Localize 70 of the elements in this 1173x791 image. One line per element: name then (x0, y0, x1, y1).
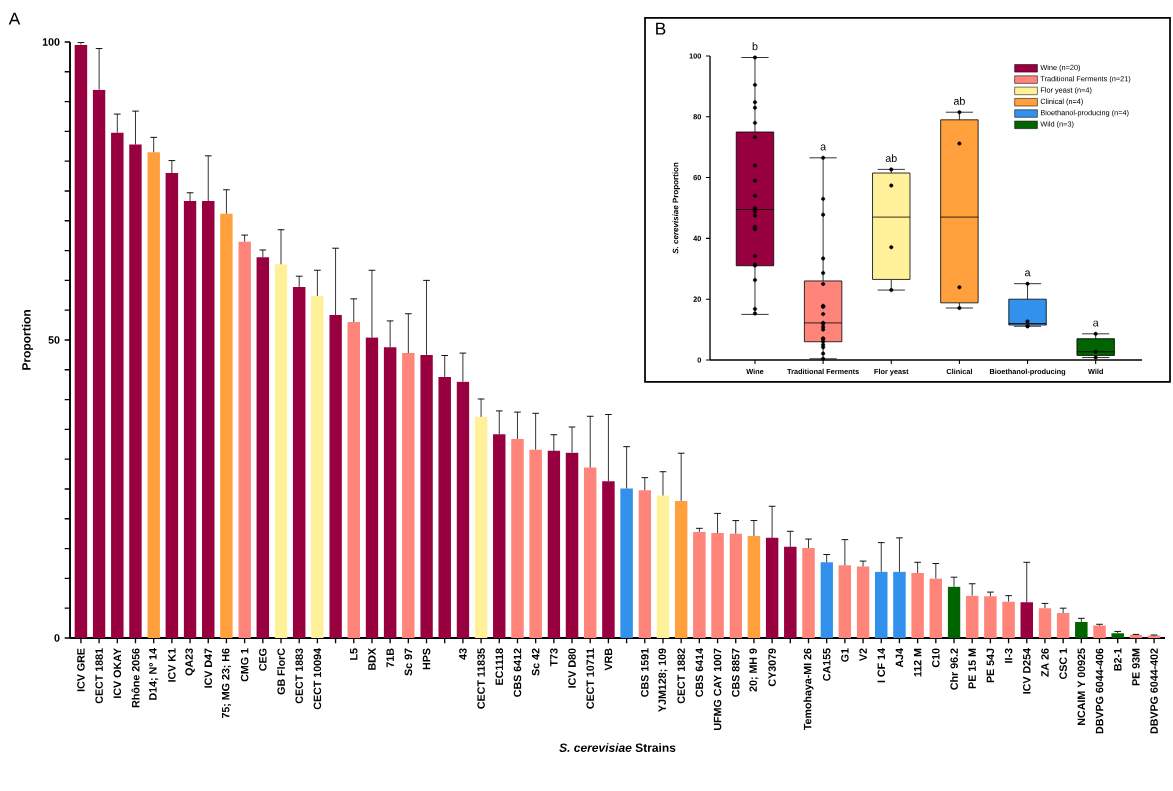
x-tick-label: G1 (841, 648, 849, 662)
y-axis-title: S. cerevisiae Proportion (672, 162, 680, 254)
text: B (656, 22, 666, 35)
x-tick-label: PE 15 M (968, 648, 976, 689)
x-tick-label: CA155 (822, 648, 831, 681)
y-tick-label: 100 (42, 38, 60, 46)
x-tick-label: 112 M (913, 648, 922, 677)
x-tick-label: V2 (859, 648, 867, 662)
text: A (8, 12, 21, 25)
x-tick-label: DBVPG 6044-402 (1150, 648, 1158, 734)
x-tick-label: L5 (350, 648, 358, 660)
x-tick-label: B2-1 (1113, 648, 1122, 671)
x-tick-label: UFMG CAY 1007 (713, 648, 722, 730)
x-tick-label: ICV D254 (1022, 648, 1031, 694)
x-tick-label: CECT 10711 (586, 648, 594, 709)
x-tick-label: CEG (259, 648, 267, 671)
x-tick-label: T73 (550, 648, 558, 667)
x-tick-label: ZA 26 (1041, 648, 1049, 677)
x-axis-title: S. cerevisiae Strains (559, 743, 676, 752)
x-tick-label: DBVPG 6044-406 (1095, 648, 1104, 734)
x-tick-label: CECT 1882 (677, 648, 685, 704)
x-tick-label: D14; Nº 14 (149, 648, 159, 700)
x-tick-label: PE 93M (1132, 648, 1140, 686)
y-tick-label: 0 (54, 634, 60, 642)
x-tick-label: NCAIM Y 00925 (1077, 648, 1086, 725)
x-tick-label: CECT 11835 (477, 648, 485, 709)
x-tick-label: Chr 96.2 (950, 648, 958, 690)
x-tick-label: CECT 1883 (295, 648, 303, 704)
x-tick-label: ICV D47 (204, 648, 213, 688)
x-tick-label: EC1118 (495, 648, 504, 685)
x-tick-label: VRB (604, 648, 613, 671)
annotation: ab (885, 154, 897, 162)
x-tick-label: CECT 10094 (313, 648, 322, 710)
x-tick-label: GB FlorC (277, 648, 285, 695)
x-tick-label: QA23 (185, 648, 195, 676)
x-tick-label: II-3 (1004, 648, 1013, 663)
x-tick-label: 71B (386, 648, 394, 668)
annotation: a (1093, 320, 1099, 327)
x-tick-label: 20; MH 9 (749, 648, 759, 692)
x-tick-label: CBS 1591 (641, 648, 649, 697)
x-tick-label: 43 (459, 648, 467, 660)
x-tick-label: I CF 14 (877, 648, 886, 683)
x-tick-label: CBS 8857 (731, 648, 740, 697)
x-tick-label: CBS 6412 (513, 648, 522, 697)
y-axis-title: Proportion (21, 310, 34, 370)
x-tick-label: ICV OKAY (113, 648, 122, 698)
x-tick-label: BDX (368, 648, 376, 670)
x-tick-label: PE 54J (986, 648, 995, 683)
x-tick-label: ICV GRE (77, 648, 85, 692)
x-tick-label: HPS (422, 648, 431, 670)
x-tick-label: ICV K1 (168, 648, 176, 682)
x-tick-label: 75; MG 23; H6 (221, 648, 231, 719)
x-tick-label: CY3079 (768, 648, 776, 687)
x-tick-label: CBS 6414 (695, 648, 704, 697)
y-tick-label: 50 (48, 336, 60, 344)
x-tick-label: C10 (932, 648, 940, 668)
annotation: a (1025, 270, 1031, 277)
annotation: a (820, 144, 827, 151)
x-tick-label: ICV D80 (568, 648, 576, 688)
x-tick-label: Sc 42 (531, 648, 540, 676)
x-tick-label: CSC 1 (1059, 648, 1067, 680)
x-tick-label: Temohaya-MI 26 (803, 648, 814, 731)
annotation: b (752, 42, 758, 51)
x-tick-label: CMG 1 (240, 648, 249, 682)
x-tick-label: Rhône 2056 (131, 648, 140, 708)
x-tick-label: YJM128; 109 (658, 648, 668, 712)
x-tick-label: CECT 1881 (95, 648, 103, 704)
x-tick-label: Sc 97 (404, 648, 413, 676)
x-tick-label: AJ4 (895, 648, 904, 668)
annotation: ab (953, 97, 965, 105)
